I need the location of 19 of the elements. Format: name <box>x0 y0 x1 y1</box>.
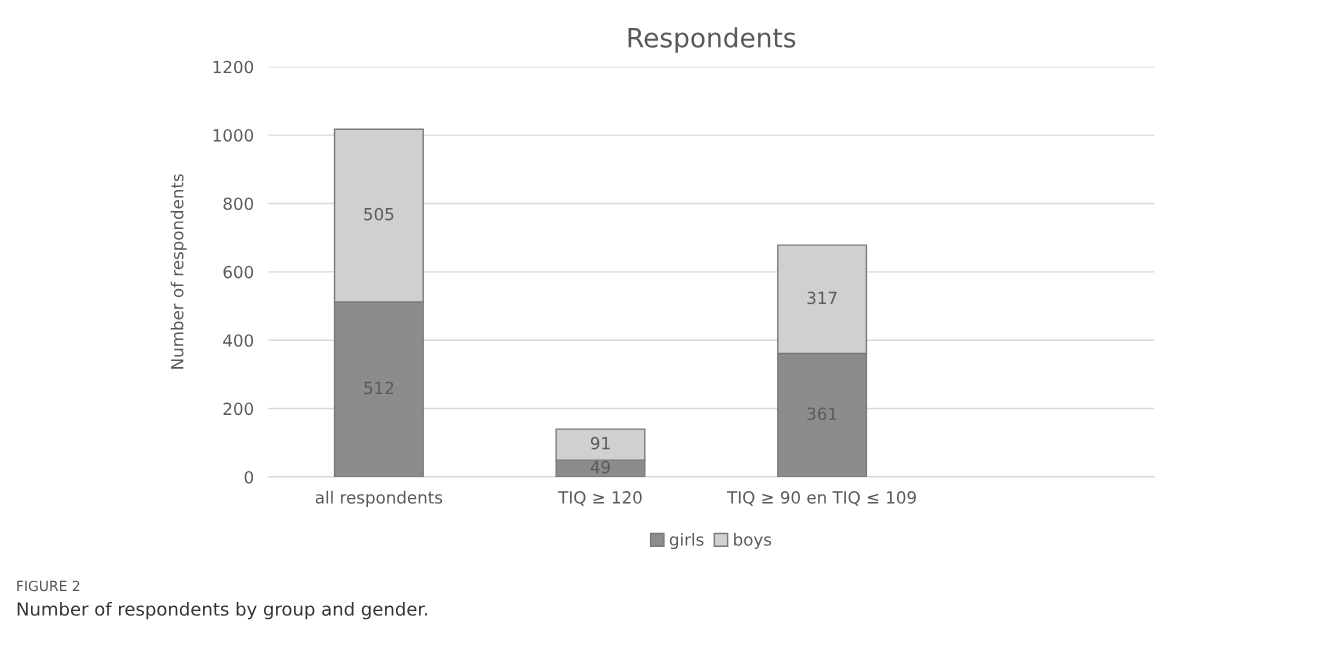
data-label: 91 <box>590 436 610 450</box>
y-tick-label: 1000 <box>213 129 254 142</box>
legend-label: girls <box>669 532 704 550</box>
text: Number of respondents by group and gender. <box>17 601 427 620</box>
data-label: 505 <box>364 207 394 221</box>
caption: FIGURE 2 <box>17 580 80 592</box>
x-tick-label: all respondents <box>315 490 443 507</box>
y-tick-label: 600 <box>223 265 254 279</box>
y-tick-label: 200 <box>223 402 254 416</box>
x-tick-label: TIQ ≥ 90 en TIQ ≤ 109 <box>727 491 916 506</box>
y-tick-label: 800 <box>223 197 254 211</box>
data-label: 317 <box>807 291 837 305</box>
y-tick-label: 0 <box>244 470 254 484</box>
x-tick-label: TIQ ≥ 120 <box>558 491 642 506</box>
y-axis-title: Number of respondents <box>170 174 187 369</box>
y-tick-label: 400 <box>223 334 254 347</box>
chart-title: Respondents <box>628 27 796 53</box>
legend-label: boys <box>734 532 772 550</box>
y-tick-label: 1200 <box>213 60 254 74</box>
